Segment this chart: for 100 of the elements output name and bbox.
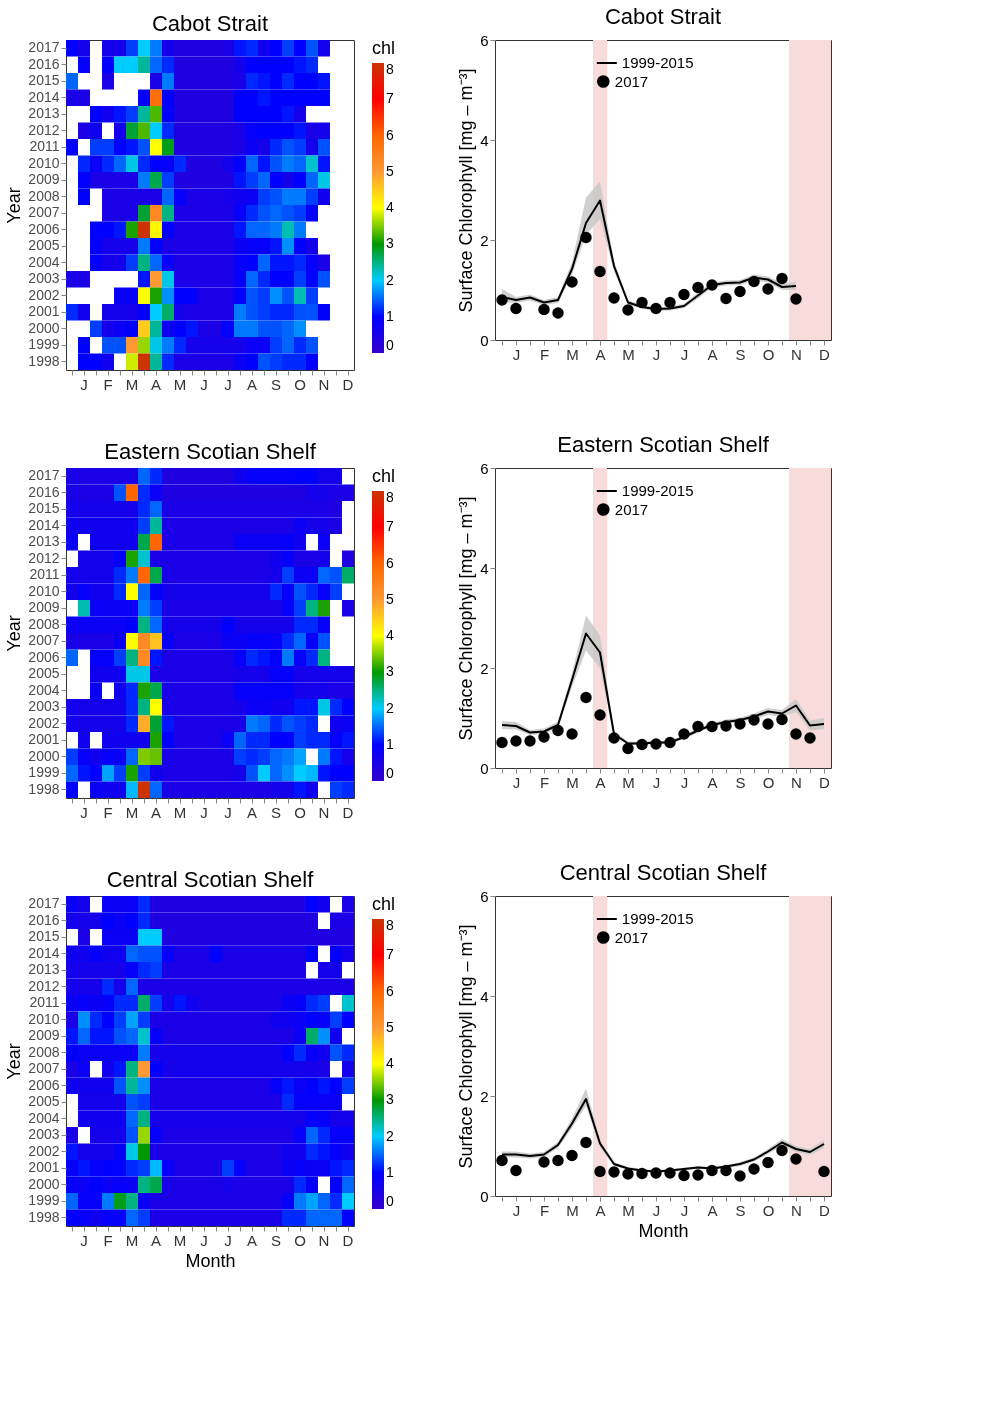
point <box>566 1149 578 1162</box>
color-bar-label: 7 <box>386 946 394 963</box>
y-tick-label: 2004 <box>28 681 60 698</box>
y-tick-label: 2002 <box>28 714 60 731</box>
y-tick-label: 2011 <box>29 138 60 155</box>
color-bar-label: 6 <box>386 126 394 143</box>
point <box>664 736 676 749</box>
color-bar-title: chl <box>372 38 396 58</box>
x-tick-label: S <box>270 803 282 821</box>
color-bar-label: 1 <box>386 307 394 324</box>
y-axis-title: Year <box>4 615 25 652</box>
x-tick-label: J <box>200 375 208 393</box>
x-tick-label: D <box>342 803 354 821</box>
x-tick-label: A <box>246 803 258 821</box>
point <box>776 272 788 285</box>
y-tick-label: 1999 <box>28 1192 60 1209</box>
color-bar-label: 3 <box>386 235 394 252</box>
y-tick-label: 2008 <box>28 187 60 204</box>
x-tick-label: S <box>735 773 746 791</box>
x-tick-label: N <box>318 803 330 821</box>
x-tick-label: O <box>294 1231 306 1249</box>
y-tick-label: 1999 <box>28 764 60 781</box>
y-tick-label: 2013 <box>28 105 60 122</box>
x-tick-label: M <box>566 773 579 791</box>
legend-label: 2017 <box>614 72 649 90</box>
y-tick-label: 2014 <box>28 88 60 105</box>
point <box>608 732 620 744</box>
y-tick-label: 2000 <box>28 319 60 336</box>
x-tick-label: J <box>652 773 661 791</box>
x-tick-label: F <box>103 803 113 821</box>
y-tick-label: 2016 <box>28 55 60 72</box>
x-tick-label: M <box>173 375 187 393</box>
point <box>594 1165 606 1178</box>
chart-title: Central Scotian Shelf <box>106 867 315 892</box>
point <box>776 1144 788 1157</box>
point <box>594 709 606 721</box>
chart-title: Cabot Strait <box>151 11 269 36</box>
point <box>762 283 774 295</box>
point <box>650 1167 662 1179</box>
y-tick-label: 2009 <box>28 599 60 616</box>
color-bar-label: 4 <box>386 1055 394 1071</box>
x-tick-label: O <box>294 375 306 393</box>
y-tick-label: 2006 <box>28 1076 60 1093</box>
y-tick-label: 2015 <box>28 500 60 517</box>
x-tick-label: D <box>342 375 354 393</box>
point <box>818 1165 830 1178</box>
x-tick-label: J <box>652 1201 661 1219</box>
point <box>734 285 746 298</box>
y-tick-label: 2004 <box>28 1109 60 1126</box>
point <box>776 713 788 726</box>
x-tick-label: S <box>735 345 746 363</box>
y-tick-label: 2012 <box>28 549 60 566</box>
x-tick-label: F <box>539 773 550 791</box>
x-tick-label: A <box>595 345 606 363</box>
point <box>720 1164 732 1177</box>
y-tick-label: 4 <box>480 131 489 149</box>
x-axis-title: Month <box>185 1250 236 1271</box>
x-tick-label: A <box>707 1201 718 1219</box>
point <box>608 292 620 304</box>
point <box>650 302 662 315</box>
x-tick-label: M <box>622 345 635 363</box>
y-tick-label: 2002 <box>28 286 60 303</box>
chart-title: Cabot Strait <box>604 4 722 29</box>
point <box>762 718 774 730</box>
x-tick-label: J <box>80 1231 88 1249</box>
y-tick-label: 2017 <box>28 39 60 56</box>
point <box>608 1166 620 1178</box>
x-tick-label: N <box>791 345 802 363</box>
x-axis-title: Month <box>638 1220 689 1241</box>
legend-label: 2017 <box>614 500 649 518</box>
y-tick-label: 2001 <box>28 1159 60 1176</box>
x-tick-label: O <box>294 803 306 821</box>
y-tick-label: 1998 <box>28 352 60 369</box>
y-tick-label: 2016 <box>28 483 60 500</box>
x-tick-label: O <box>762 1201 775 1219</box>
x-tick-label: N <box>318 375 330 393</box>
y-tick-label: 2007 <box>28 1060 60 1077</box>
point <box>552 1154 564 1167</box>
point <box>692 1169 704 1181</box>
x-tick-label: A <box>246 375 258 393</box>
point <box>636 738 648 751</box>
x-tick-label: D <box>819 773 831 791</box>
point <box>496 1154 508 1167</box>
point <box>622 742 634 755</box>
x-tick-label: J <box>224 1231 232 1249</box>
color-bar-label: 5 <box>386 590 394 607</box>
color-bar-label: 0 <box>386 1193 394 1209</box>
y-tick-label: 2013 <box>28 961 60 978</box>
color-bar-label: 2 <box>386 271 394 288</box>
y-tick-label: 2008 <box>28 1043 60 1060</box>
point <box>790 1153 802 1165</box>
point <box>748 275 760 288</box>
point <box>510 735 522 747</box>
y-axis-title: Year <box>4 187 25 224</box>
point <box>636 296 648 309</box>
point <box>692 281 704 294</box>
x-tick-label: J <box>80 803 88 821</box>
x-tick-label: M <box>622 773 635 791</box>
y-tick-label: 2013 <box>28 533 60 550</box>
point <box>720 720 732 732</box>
